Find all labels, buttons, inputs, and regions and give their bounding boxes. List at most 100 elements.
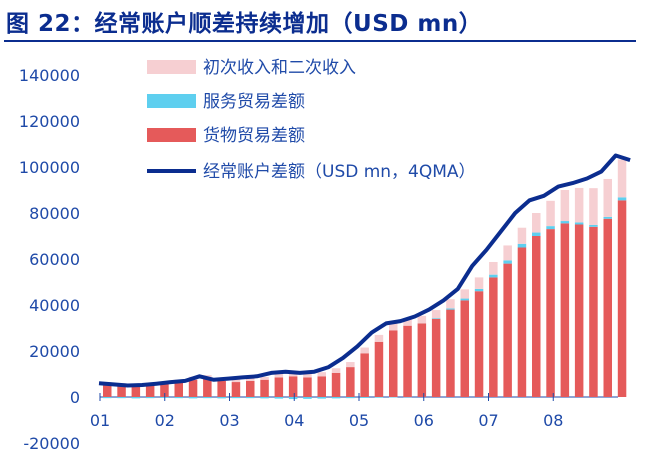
legend-label: 服务贸易差额 (203, 92, 305, 112)
services-bar (117, 397, 126, 399)
goods-bar (160, 383, 169, 397)
goods-bar (574, 224, 584, 397)
primary-income-bar (560, 190, 570, 222)
goods-bar (503, 263, 512, 397)
services-bar (288, 397, 298, 400)
services-bar (203, 397, 212, 399)
primary-income-bar (360, 347, 369, 354)
primary-income-bar (460, 289, 469, 299)
x-tick-label: 03 (219, 411, 239, 430)
goods-bar (617, 200, 627, 397)
services-bar (317, 397, 326, 399)
primary-income-bar (260, 376, 269, 380)
y-tick-label: 20000 (29, 342, 80, 361)
goods-bar (174, 382, 183, 397)
services-bar (474, 288, 484, 292)
services-bar (574, 222, 584, 225)
x-tick-label: 01 (90, 411, 110, 430)
goods-bar (603, 218, 612, 397)
goods-bar (389, 330, 398, 397)
services-bar (374, 397, 384, 398)
goods-bar (317, 376, 326, 397)
y-tick-label: 100000 (19, 158, 80, 177)
goods-bar (288, 376, 298, 397)
primary-income-bar (517, 227, 527, 244)
legend-swatch (147, 128, 196, 142)
x-tick-label: 07 (478, 411, 498, 430)
goods-bar (203, 378, 212, 397)
services-bar (174, 397, 183, 399)
services-bar (331, 397, 341, 399)
primary-income-bar (546, 200, 555, 227)
legend-label: 货物贸易差额 (203, 126, 305, 146)
services-bar (603, 216, 612, 219)
goods-bar (231, 382, 241, 397)
goods-bar (188, 379, 198, 397)
goods-bar (431, 318, 441, 397)
services-bar (517, 243, 527, 248)
services-bar (188, 397, 198, 399)
goods-bar (560, 223, 570, 397)
goods-bar (532, 236, 541, 397)
goods-bar (403, 325, 412, 397)
goods-bar (103, 383, 112, 397)
primary-income-bar (603, 178, 612, 217)
goods-bar (374, 341, 384, 397)
primary-income-bar (431, 310, 441, 319)
services-bar (446, 308, 455, 310)
y-tick-label: 140000 (19, 66, 80, 85)
goods-bar (217, 380, 226, 397)
primary-income-bar (574, 187, 584, 223)
goods-bar (489, 277, 498, 397)
services-bar (260, 397, 269, 399)
y-tick-label: 120000 (19, 112, 80, 131)
primary-income-bar (617, 159, 627, 198)
primary-income-bar (231, 379, 241, 383)
goods-bar (546, 229, 555, 397)
x-tick-label: 05 (349, 411, 369, 430)
services-bar (303, 397, 312, 399)
title-divider (4, 40, 636, 42)
services-bar (217, 397, 226, 399)
goods-bar (260, 379, 269, 397)
goods-bar (145, 385, 155, 397)
services-bar (489, 274, 498, 278)
legend-label: 初次收入和二次收入 (203, 58, 356, 78)
goods-bar (346, 367, 355, 397)
services-bar (560, 221, 570, 224)
x-tick-label: 02 (155, 411, 175, 430)
goods-bar (589, 226, 598, 397)
services-bar (145, 397, 155, 399)
services-bar (360, 397, 369, 398)
goods-bar (460, 300, 469, 397)
goods-bar (417, 323, 427, 397)
y-tick-label: 40000 (29, 296, 80, 315)
services-bar (103, 397, 112, 399)
services-bar (532, 232, 541, 236)
y-tick-label: 0 (70, 388, 80, 407)
services-bar (131, 397, 141, 399)
primary-income-bar (589, 188, 598, 225)
services-bar (617, 197, 627, 201)
current-account-line (98, 153, 631, 388)
x-tick-label: 04 (284, 411, 304, 430)
primary-income-bar (317, 372, 326, 377)
services-bar (431, 318, 441, 319)
legend-swatch (147, 94, 196, 108)
y-tick-label: 60000 (29, 250, 80, 269)
primary-income-bar (403, 318, 412, 326)
primary-income-bar (274, 374, 284, 378)
goods-bar (246, 380, 255, 397)
x-tick-label: 08 (543, 411, 563, 430)
x-tick-label: 06 (414, 411, 434, 430)
services-bar (346, 397, 355, 399)
y-tick-label: 80000 (29, 204, 80, 223)
primary-income-bar (446, 299, 455, 309)
primary-income-bar (474, 277, 484, 289)
goods-bar (117, 384, 126, 397)
services-bar (546, 226, 555, 230)
goods-bar (331, 372, 341, 397)
primary-income-bar (389, 323, 398, 331)
primary-income-bar (346, 362, 355, 368)
